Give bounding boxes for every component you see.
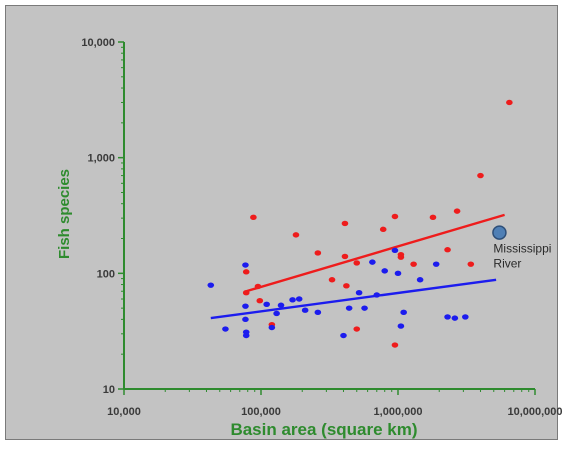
data-point	[353, 260, 361, 266]
data-point	[314, 250, 322, 256]
data-point	[432, 261, 440, 267]
trend-line	[245, 213, 505, 293]
data-point	[343, 283, 350, 289]
data-point	[242, 262, 249, 268]
x-axis-label: Basin area (square km)	[230, 420, 417, 439]
data-point	[263, 301, 270, 307]
data-point	[400, 309, 407, 316]
data-point	[314, 309, 322, 316]
y-axis-label: Fish species	[56, 169, 73, 259]
data-point	[295, 296, 303, 302]
data-point	[391, 247, 399, 254]
data-point	[397, 323, 405, 329]
data-point	[254, 283, 262, 290]
data-point	[451, 315, 459, 321]
highlight-label: River	[493, 257, 521, 271]
data-point	[242, 316, 249, 323]
data-point	[391, 342, 399, 348]
data-point	[477, 172, 484, 179]
data-point	[429, 214, 437, 221]
data-point	[444, 314, 451, 320]
data-point	[292, 232, 300, 238]
x-tick-label: 100,000	[241, 406, 281, 418]
data-point	[242, 303, 249, 309]
data-point	[242, 269, 250, 275]
scatter-chart: 10,000 100,000 1,000,000 10,000,000 10 100 1,0…	[56, 37, 563, 439]
data-point	[256, 297, 264, 304]
data-point	[207, 282, 215, 288]
trend-lines-layer	[210, 213, 505, 320]
data-point	[373, 292, 381, 298]
data-point	[410, 261, 417, 267]
y-tick-label: 100	[97, 268, 115, 280]
y-tick-label: 10,000	[81, 37, 115, 49]
trend-line	[210, 278, 497, 320]
data-point	[506, 99, 513, 106]
data-point	[222, 326, 229, 332]
data-point	[340, 332, 347, 339]
data-point	[341, 253, 349, 260]
data-point	[268, 324, 276, 331]
data-points-layer	[207, 99, 513, 348]
data-point	[273, 310, 280, 317]
y-tick-label: 1,000	[87, 153, 115, 165]
data-point	[328, 277, 336, 283]
data-point	[369, 259, 376, 265]
data-point	[444, 247, 451, 253]
data-point	[341, 220, 349, 227]
data-point	[353, 326, 361, 332]
data-point	[467, 261, 475, 267]
highlight-label: Mississippi	[493, 242, 551, 256]
data-point	[345, 305, 353, 311]
data-point	[242, 332, 250, 339]
highlight-point	[492, 225, 507, 240]
data-point	[277, 302, 285, 308]
data-point	[453, 208, 461, 214]
data-point	[391, 213, 399, 220]
data-point	[250, 214, 257, 221]
data-point	[355, 290, 363, 296]
data-point	[289, 297, 296, 303]
data-point	[394, 270, 402, 277]
x-tick-label: 10,000,000	[507, 406, 562, 418]
data-point	[242, 290, 250, 296]
x-tick-label: 10,000	[107, 406, 141, 418]
data-point	[462, 314, 469, 320]
data-point	[397, 254, 405, 260]
y-tick-label: 10	[103, 384, 115, 396]
axes-layer: 10,000 100,000 1,000,000 10,000,000 10 100 1,0…	[81, 37, 562, 418]
data-point	[301, 307, 309, 313]
x-tick-label: 1,000,000	[374, 406, 423, 418]
data-point	[416, 277, 424, 283]
data-point	[381, 268, 389, 274]
data-point	[361, 305, 368, 311]
data-point	[379, 226, 387, 233]
